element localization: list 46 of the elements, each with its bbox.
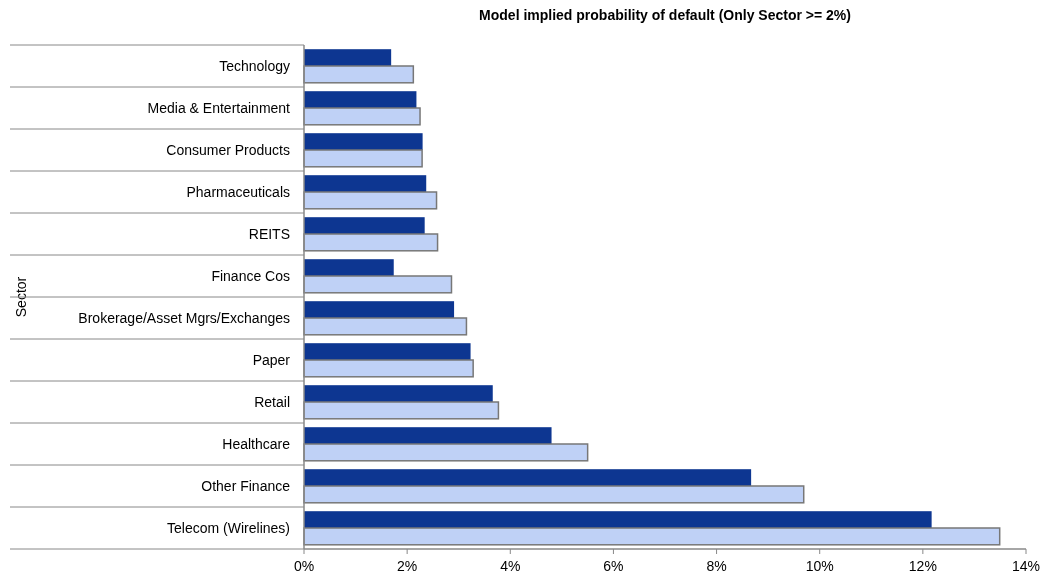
bar	[303, 359, 474, 378]
bar	[303, 233, 439, 252]
bar	[304, 301, 455, 318]
chart-title: Model implied probability of default (Only Sector >= 2%)	[479, 7, 851, 23]
x-tick-label: 4%	[500, 558, 521, 574]
bar	[303, 65, 415, 84]
bar	[304, 469, 752, 486]
y-tick-label: Brokerage/Asset Mgrs/Exchanges	[78, 309, 290, 326]
bar	[304, 259, 394, 276]
y-tick-label: Retail	[254, 393, 290, 410]
bar	[304, 49, 392, 66]
bar	[303, 275, 453, 294]
y-tick-label: Other Finance	[201, 477, 291, 494]
bar	[304, 427, 552, 444]
x-tick-label: 2%	[397, 558, 418, 574]
x-tick-label: 8%	[706, 558, 727, 574]
y-tick-label: Technology	[219, 57, 290, 74]
y-tick-label: Healthcare	[222, 435, 291, 452]
x-tick-label: 12%	[908, 558, 937, 574]
bar	[304, 133, 423, 150]
x-tick-label: 0%	[293, 558, 315, 574]
x-tick-label: 14%	[1011, 558, 1041, 574]
x-tick-label: 10%	[805, 558, 834, 574]
bar	[303, 107, 421, 126]
bar	[303, 485, 805, 504]
y-tick-label: Consumer Products	[166, 141, 290, 158]
y-tick-label: REITS	[248, 225, 290, 242]
bar	[303, 527, 1001, 546]
bar	[303, 317, 468, 336]
y-tick-label: Media & Entertainment	[147, 99, 291, 116]
y-axis-title: Sector	[13, 276, 29, 318]
bar	[303, 191, 438, 210]
y-tick-label: Finance Cos	[211, 267, 290, 284]
bar	[303, 401, 500, 420]
y-tick-label: Pharmaceuticals	[186, 183, 290, 200]
bar	[304, 511, 932, 528]
x-tick-label: 6%	[603, 558, 624, 574]
y-tick-label: Paper	[252, 351, 291, 368]
y-tick-label: Telecom (Wirelines)	[167, 519, 290, 536]
bar	[304, 385, 493, 402]
bar	[303, 149, 423, 168]
bar	[303, 443, 589, 462]
bar	[304, 175, 427, 192]
bar	[304, 343, 471, 360]
bar	[304, 217, 425, 234]
bar	[304, 91, 417, 108]
